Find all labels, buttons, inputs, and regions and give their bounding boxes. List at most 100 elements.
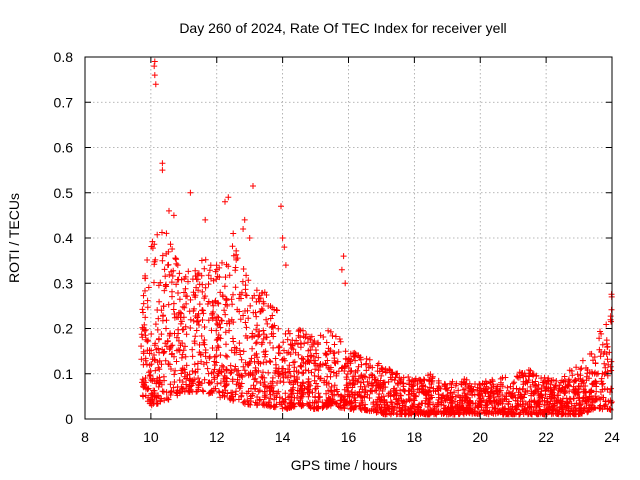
data-point [285, 327, 292, 334]
data-point [173, 256, 180, 263]
data-point [267, 395, 274, 402]
data-point [223, 366, 230, 373]
data-point [251, 386, 258, 393]
data-point [406, 377, 413, 384]
data-point [387, 389, 394, 395]
data-point [159, 388, 166, 395]
data-point [372, 376, 379, 383]
data-point [215, 344, 222, 351]
data-point [225, 263, 232, 270]
data-point [490, 394, 497, 401]
data-point [159, 167, 166, 174]
data-point [441, 408, 448, 415]
data-point [207, 389, 214, 396]
data-point [514, 373, 521, 380]
data-point [452, 398, 459, 405]
data-point [562, 384, 569, 391]
data-point [139, 334, 146, 341]
data-point [222, 311, 229, 318]
data-point [152, 357, 158, 364]
data-point [166, 271, 173, 278]
data-point [525, 404, 532, 411]
data-point [189, 353, 196, 360]
y-tick-label: 0.8 [54, 49, 74, 65]
data-point [350, 373, 357, 380]
data-point [604, 343, 611, 350]
data-point [608, 318, 614, 325]
data-point [336, 336, 343, 342]
data-point [330, 369, 337, 376]
data-point [304, 400, 311, 407]
data-point [362, 401, 369, 408]
data-point [587, 402, 594, 409]
data-point [297, 327, 304, 334]
data-point [378, 372, 385, 379]
data-point [265, 383, 272, 390]
data-point [177, 387, 183, 394]
data-point [332, 360, 339, 367]
data-point [537, 392, 544, 399]
data-point [240, 312, 247, 319]
data-point [253, 339, 260, 346]
data-point [151, 72, 158, 79]
data-points [138, 58, 615, 418]
data-point [156, 335, 162, 342]
x-tick-label: 10 [143, 429, 159, 445]
data-point [532, 389, 538, 396]
data-point [509, 411, 516, 418]
data-point [460, 404, 467, 411]
data-point [142, 275, 149, 282]
data-point [164, 337, 171, 344]
data-point [260, 400, 267, 407]
data-point [148, 396, 155, 403]
data-point [278, 370, 285, 377]
data-point [317, 375, 324, 382]
data-point [156, 298, 163, 305]
data-point [373, 402, 380, 409]
data-point [253, 287, 260, 294]
data-point [427, 371, 434, 378]
data-point [588, 350, 595, 357]
data-point [563, 395, 570, 402]
data-point [510, 380, 517, 387]
data-point [372, 406, 379, 413]
data-point [286, 362, 293, 369]
data-point [161, 266, 168, 273]
data-point [486, 398, 493, 404]
data-point [195, 375, 202, 382]
data-point [601, 349, 608, 355]
data-point [579, 410, 585, 417]
data-point [173, 358, 180, 365]
data-point [542, 387, 549, 394]
data-point [348, 367, 355, 374]
data-point [453, 408, 460, 415]
data-point [167, 392, 174, 398]
data-point [169, 350, 176, 357]
data-point [469, 392, 476, 399]
data-point [154, 375, 161, 382]
data-point [210, 309, 217, 315]
data-point [352, 353, 358, 360]
data-point [175, 330, 182, 337]
data-point [417, 409, 424, 416]
data-point [227, 395, 234, 402]
data-point [260, 369, 266, 376]
data-point [165, 396, 172, 403]
data-point [196, 301, 203, 308]
data-point [171, 314, 178, 321]
data-point [315, 398, 322, 405]
data-point [214, 322, 221, 328]
data-point [327, 348, 334, 355]
data-point [250, 382, 257, 389]
data-point [152, 321, 159, 328]
data-point [511, 379, 518, 386]
data-point [342, 348, 349, 355]
data-point [391, 392, 397, 399]
data-point [230, 230, 237, 237]
data-point [149, 245, 156, 252]
data-point [351, 394, 357, 401]
data-point [323, 390, 330, 397]
data-point [345, 365, 352, 371]
data-point [251, 352, 258, 359]
data-point [566, 388, 573, 395]
